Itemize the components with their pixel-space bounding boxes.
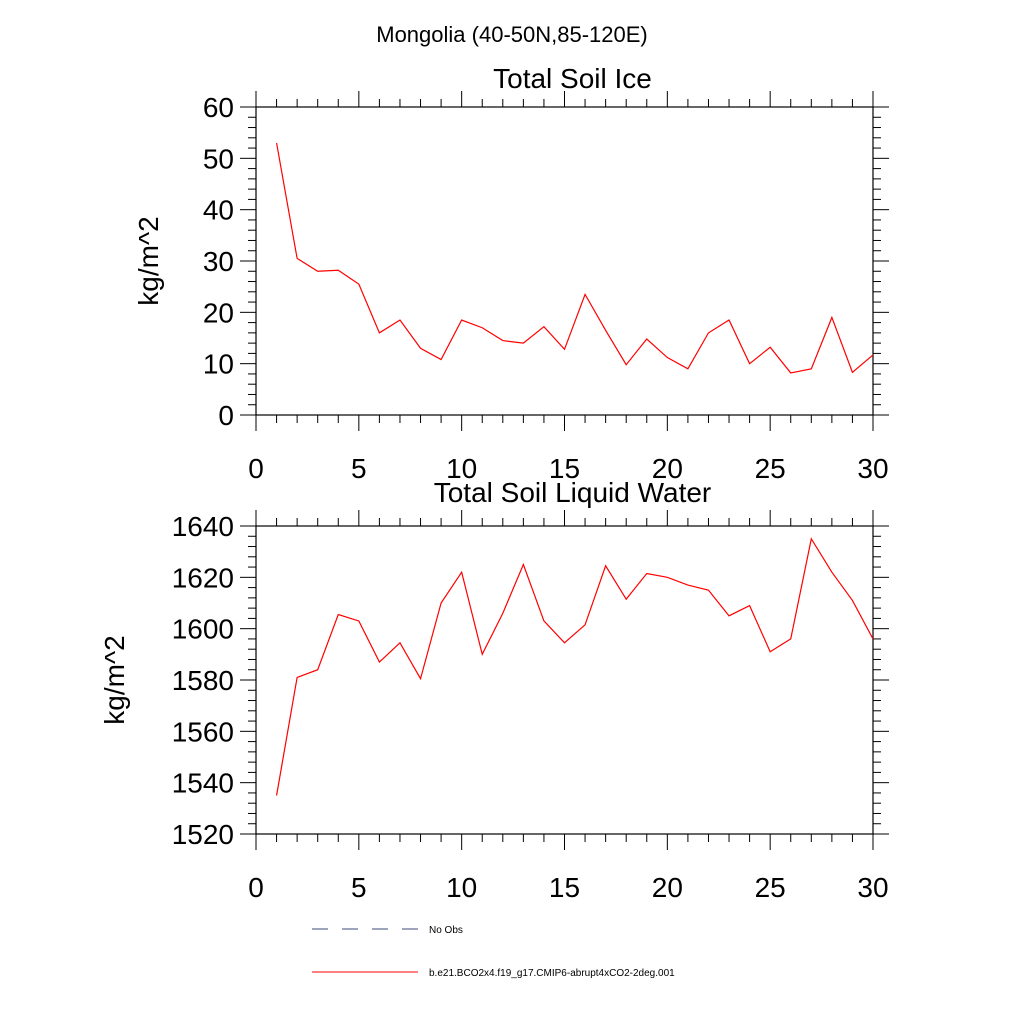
y-tick-label: 1560 (172, 716, 234, 747)
y-tick-label: 20 (203, 297, 234, 328)
y-axis-label: kg/m^2 (133, 216, 164, 305)
x-tick-label: 15 (549, 872, 580, 903)
legend: No Obs b.e21.BCO2x4.f19_g17.CMIP6-abrupt4… (312, 925, 675, 979)
x-tick-label: 0 (248, 872, 264, 903)
panel-title: Total Soil Liquid Water (434, 477, 712, 508)
x-tick-label: 25 (755, 872, 786, 903)
y-tick-label: 1540 (172, 768, 234, 799)
x-tick-label: 10 (446, 872, 477, 903)
x-tick-label: 30 (857, 453, 888, 484)
y-tick-label: 1600 (172, 614, 234, 645)
x-tick-label: 30 (857, 872, 888, 903)
y-tick-label: 1580 (172, 665, 234, 696)
y-axis-label: kg/m^2 (99, 635, 130, 724)
y-tick-label: 1620 (172, 562, 234, 593)
y-tick-label: 40 (203, 195, 234, 226)
y-tick-label: 60 (203, 92, 234, 123)
x-tick-label: 20 (652, 872, 683, 903)
y-tick-label: 1640 (172, 511, 234, 542)
y-tick-label: 1520 (172, 819, 234, 850)
panel-title: Total Soil Ice (493, 63, 652, 94)
series-line (277, 539, 873, 796)
legend-label-1: No Obs (429, 925, 463, 936)
plot-frame (256, 526, 873, 834)
y-tick-label: 0 (218, 400, 234, 431)
x-tick-label: 25 (755, 453, 786, 484)
figure-title: Mongolia (40-50N,85-120E) (376, 22, 648, 47)
x-tick-label: 5 (351, 453, 367, 484)
legend-label-2: b.e21.BCO2x4.f19_g17.CMIP6-abrupt4xCO2-2… (429, 968, 675, 979)
y-tick-label: 10 (203, 349, 234, 380)
y-tick-label: 50 (203, 143, 234, 174)
series-line (277, 143, 873, 373)
x-tick-label: 5 (351, 872, 367, 903)
x-tick-label: 0 (248, 453, 264, 484)
plot-frame (256, 107, 873, 415)
y-tick-label: 30 (203, 246, 234, 277)
